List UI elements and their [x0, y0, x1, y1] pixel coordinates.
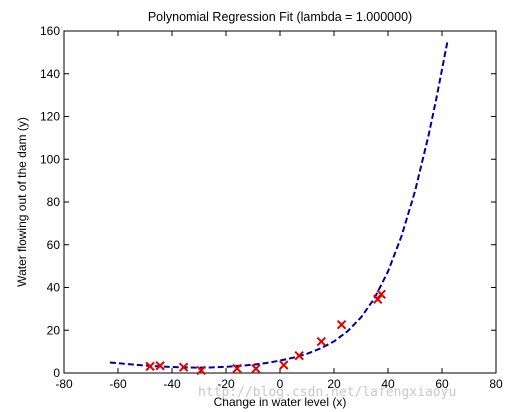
data-point-marker: [279, 360, 289, 370]
x-axis-ticks: -80 -60 -40 -20 0 20 40 60 80: [55, 31, 503, 391]
x-tick-label: -80: [55, 377, 73, 391]
watermark: http://blog.csdn.net/lafengxiaoyu: [198, 385, 456, 400]
x-tick-label: 80: [489, 377, 503, 391]
data-point-marker: [232, 363, 242, 374]
y-tick-label: 0: [53, 366, 60, 380]
data-point-marker: [316, 336, 327, 347]
y-tick-label: 160: [40, 24, 60, 38]
data-point-marker: [251, 364, 261, 374]
data-point-marker: [196, 365, 206, 376]
y-tick-label: 80: [47, 195, 61, 209]
data-point-marker: [294, 350, 304, 361]
y-tick-label: 140: [40, 67, 60, 81]
y-axis-ticks: 0 20 40 60 80 100 120 140 160: [40, 24, 496, 380]
x-tick-label: 60: [435, 377, 449, 391]
fit-curve-line: [109, 41, 449, 369]
data-point-marker: [336, 319, 347, 330]
y-tick-label: 100: [40, 152, 60, 166]
series-layer: [109, 41, 449, 376]
y-tick-label: 60: [47, 238, 61, 252]
data-point-marker: [155, 361, 165, 371]
chart-title: Polynomial Regression Fit (lambda = 1.00…: [148, 10, 412, 24]
x-tick-label: -20: [217, 377, 235, 391]
x-tick-label: 20: [327, 377, 341, 391]
plot-area: [63, 30, 497, 374]
data-point-marker: [178, 362, 189, 372]
y-tick-label: 40: [47, 281, 61, 295]
x-axis-label: Change in water level (x): [214, 395, 347, 409]
x-tick-label: -40: [163, 377, 181, 391]
y-tick-label: 20: [47, 323, 61, 337]
data-point-marker: [376, 289, 386, 300]
x-tick-label: 40: [381, 377, 395, 391]
x-tick-label: 0: [277, 377, 284, 391]
data-point-marker: [145, 361, 155, 372]
x-tick-label: -60: [109, 377, 127, 391]
y-axis-label: Water flowing out of the dam (y): [15, 117, 29, 287]
y-tick-label: 120: [40, 110, 60, 124]
